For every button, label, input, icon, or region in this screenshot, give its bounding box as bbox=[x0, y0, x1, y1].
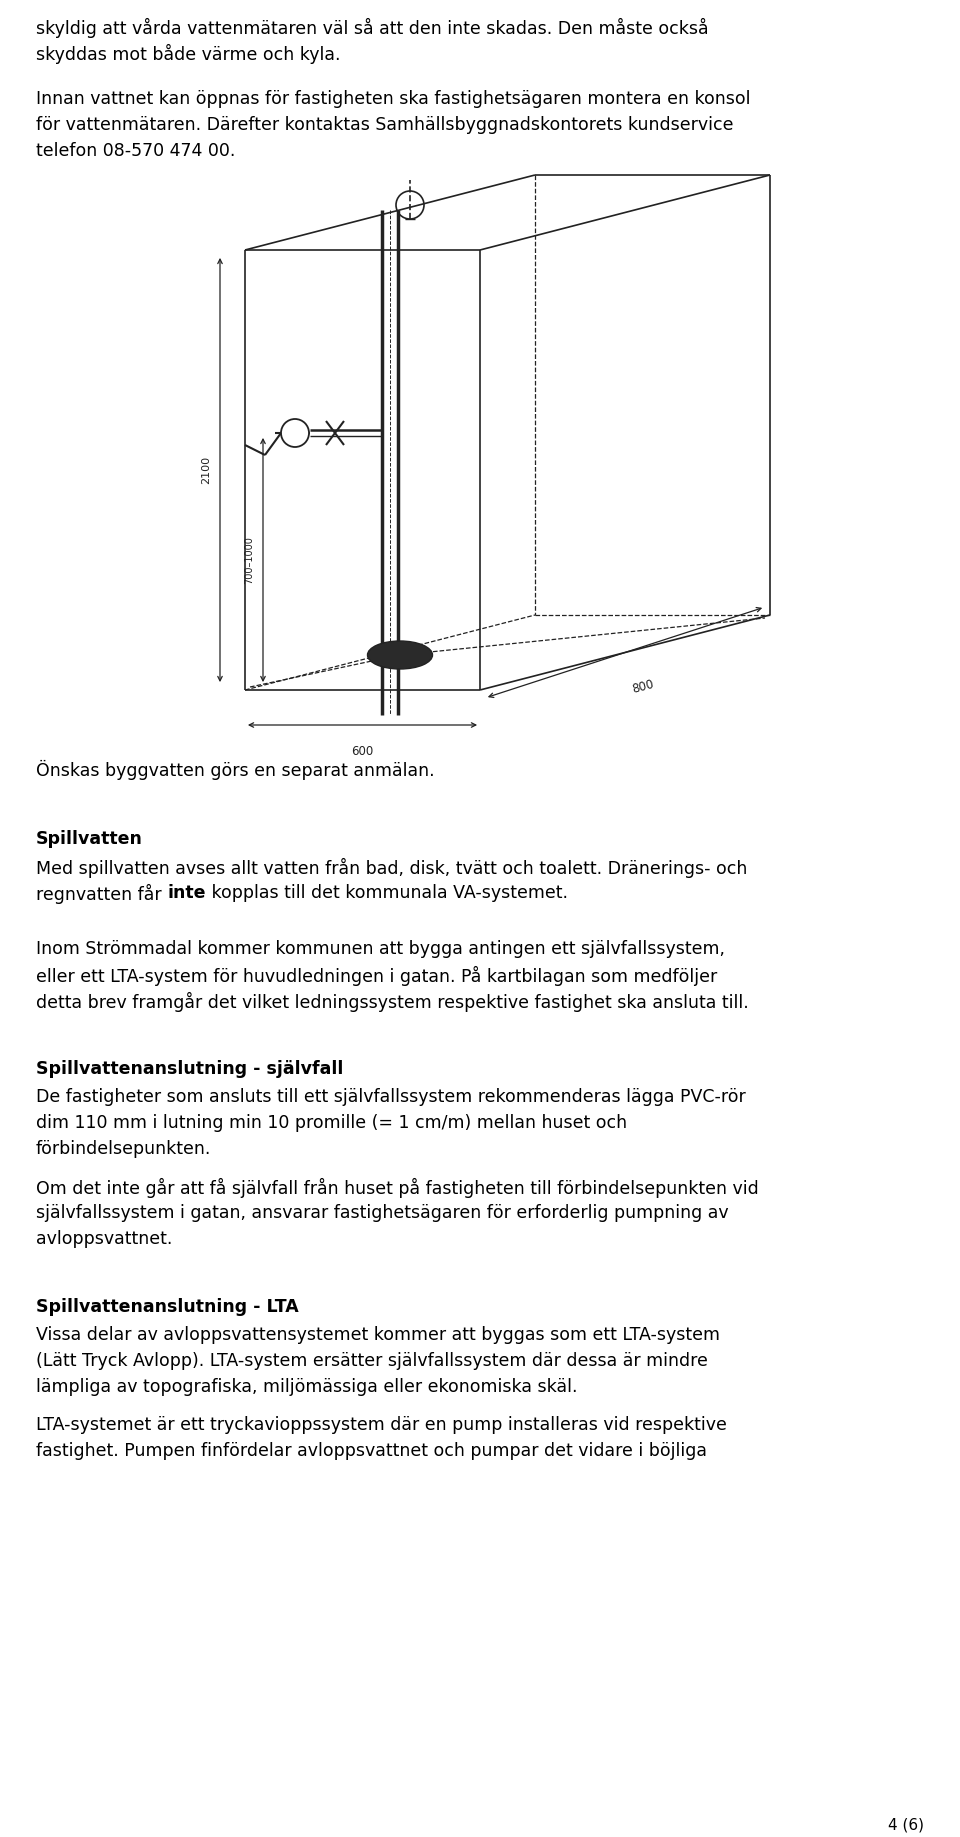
Text: Innan vattnet kan öppnas för fastigheten ska fastighetsägaren montera en konsol: Innan vattnet kan öppnas för fastigheten… bbox=[36, 90, 751, 108]
Ellipse shape bbox=[368, 641, 433, 669]
Text: regnvatten får: regnvatten får bbox=[36, 884, 167, 904]
Text: dim 110 mm i lutning min 10 promille (= 1 cm/m) mellan huset och: dim 110 mm i lutning min 10 promille (= … bbox=[36, 1113, 627, 1132]
Text: avloppsvattnet.: avloppsvattnet. bbox=[36, 1231, 173, 1247]
Text: skyddas mot både värme och kyla.: skyddas mot både värme och kyla. bbox=[36, 44, 341, 64]
Text: Spillvattenanslutning - självfall: Spillvattenanslutning - självfall bbox=[36, 1060, 344, 1078]
Text: Spillvatten: Spillvatten bbox=[36, 830, 143, 849]
Text: telefon 08-570 474 00.: telefon 08-570 474 00. bbox=[36, 141, 235, 160]
Text: förbindelsepunkten.: förbindelsepunkten. bbox=[36, 1141, 211, 1157]
Text: skyldig att vårda vattenmätaren väl så att den inte skadas. Den måste också: skyldig att vårda vattenmätaren väl så a… bbox=[36, 18, 708, 39]
Text: fastighet. Pumpen finfördelar avloppsvattnet och pumpar det vidare i böjliga: fastighet. Pumpen finfördelar avloppsvat… bbox=[36, 1442, 707, 1460]
Text: detta brev framgår det vilket ledningssystem respektive fastighet ska ansluta ti: detta brev framgår det vilket ledningssy… bbox=[36, 992, 749, 1012]
Text: (Lätt Tryck Avlopp). LTA-system ersätter självfallssystem där dessa är mindre: (Lätt Tryck Avlopp). LTA-system ersätter… bbox=[36, 1352, 708, 1370]
Text: Önskas byggvatten görs en separat anmälan.: Önskas byggvatten görs en separat anmäla… bbox=[36, 761, 435, 781]
Text: eller ett LTA-system för huvudledningen i gatan. På kartbilagan som medföljer: eller ett LTA-system för huvudledningen … bbox=[36, 966, 717, 986]
Text: kopplas till det kommunala VA-systemet.: kopplas till det kommunala VA-systemet. bbox=[205, 884, 567, 902]
Text: Vissa delar av avloppsvattensystemet kommer att byggas som ett LTA-system: Vissa delar av avloppsvattensystemet kom… bbox=[36, 1326, 720, 1345]
Text: 4 (6): 4 (6) bbox=[888, 1817, 924, 1831]
Text: 2100: 2100 bbox=[201, 456, 211, 485]
Text: 800: 800 bbox=[631, 678, 656, 696]
Text: 600: 600 bbox=[351, 746, 373, 759]
Text: Spillvattenanslutning - LTA: Spillvattenanslutning - LTA bbox=[36, 1299, 299, 1315]
Text: Om det inte går att få självfall från huset på fastigheten till förbindelsepunkt: Om det inte går att få självfall från hu… bbox=[36, 1178, 758, 1198]
Text: Med spillvatten avses allt vatten från bad, disk, tvätt och toalett. Dränerings-: Med spillvatten avses allt vatten från b… bbox=[36, 858, 748, 878]
Text: 700–1000: 700–1000 bbox=[244, 536, 254, 584]
Text: De fastigheter som ansluts till ett självfallssystem rekommenderas lägga PVC-rör: De fastigheter som ansluts till ett själ… bbox=[36, 1088, 746, 1106]
Text: LTA-systemet är ett tryckavioppssystem där en pump installeras vid respektive: LTA-systemet är ett tryckavioppssystem d… bbox=[36, 1416, 727, 1435]
Text: självfallssystem i gatan, ansvarar fastighetsägaren för erforderlig pumpning av: självfallssystem i gatan, ansvarar fasti… bbox=[36, 1203, 729, 1222]
Text: Inom Strömmadal kommer kommunen att bygga antingen ett självfallssystem,: Inom Strömmadal kommer kommunen att bygg… bbox=[36, 941, 725, 959]
Text: för vattenmätaren. Därefter kontaktas Samhällsbyggnadskontorets kundservice: för vattenmätaren. Därefter kontaktas Sa… bbox=[36, 116, 733, 134]
Text: inte: inte bbox=[167, 884, 205, 902]
Text: lämpliga av topografiska, miljömässiga eller ekonomiska skäl.: lämpliga av topografiska, miljömässiga e… bbox=[36, 1378, 578, 1396]
